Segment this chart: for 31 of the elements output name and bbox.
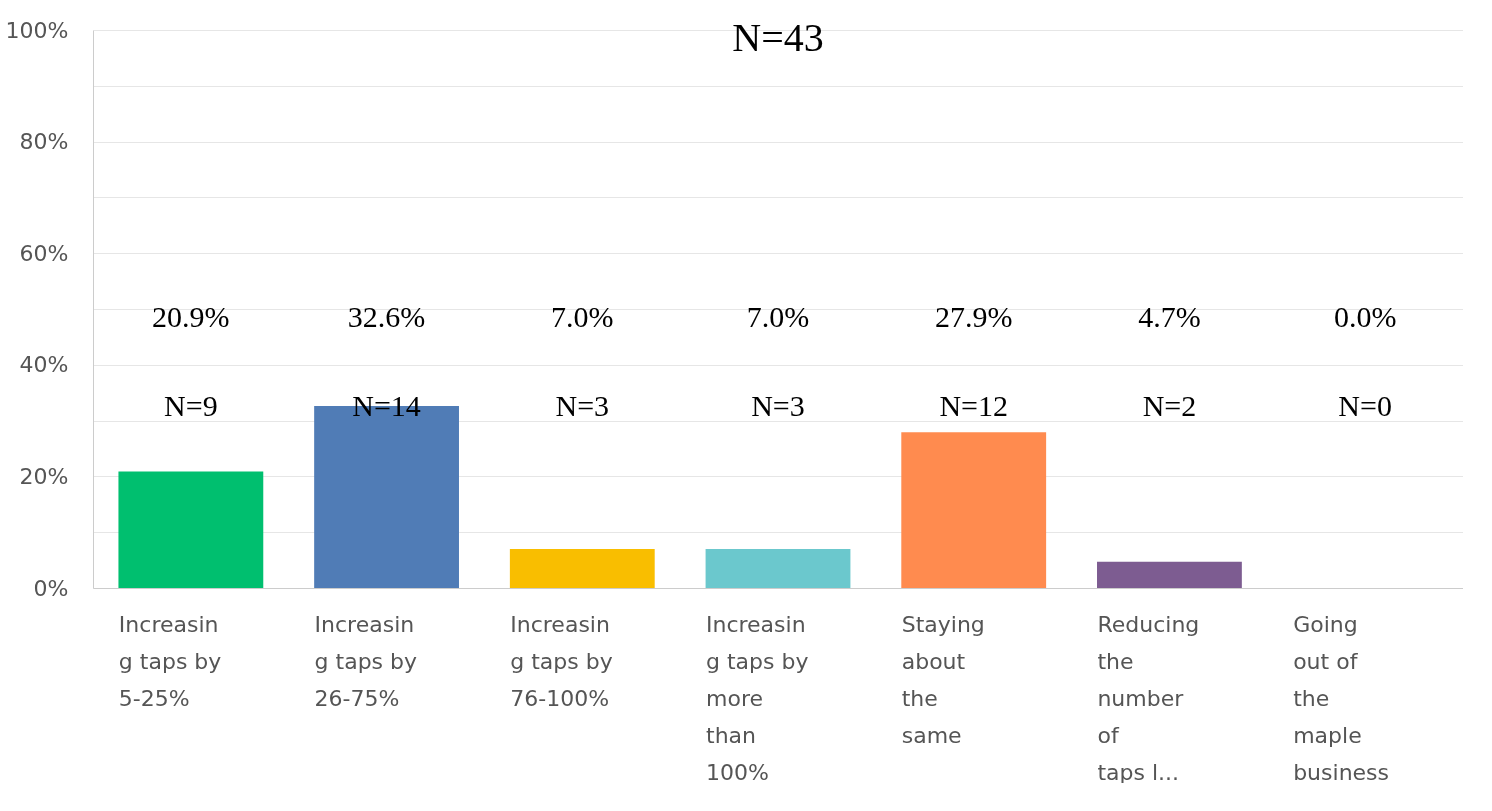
y-tick-label: 40%	[19, 352, 69, 378]
annotation: N=2	[1142, 389, 1197, 422]
annotation: 20.9%	[152, 300, 230, 333]
bar	[509, 548, 655, 588]
x-tick-label: Increasin g taps by 76-100%	[510, 611, 613, 711]
bar	[118, 471, 264, 588]
annotation: N=3	[751, 389, 805, 422]
y-tick-label: 0%	[33, 575, 69, 601]
annotation: 32.6%	[347, 300, 426, 333]
x-tick-label: Staying about the same	[901, 611, 985, 748]
annotation: N=3	[555, 389, 610, 422]
annotation: N=12	[939, 389, 1009, 422]
bar	[901, 432, 1047, 588]
annotation: 4.7%	[1138, 300, 1201, 333]
x-tick-label: Increasin g taps by 26-75%	[314, 611, 418, 711]
annotation: 27.9%	[934, 300, 1013, 333]
annotation: N=9	[164, 389, 218, 422]
x-tick-label: Increasin g taps by more than 100%	[706, 611, 809, 785]
annotation: 0.0%	[1333, 300, 1397, 333]
annotation: 7.0%	[746, 300, 810, 333]
y-tick-label: 60%	[19, 240, 69, 266]
chart-title: N=43	[732, 15, 824, 60]
y-tick-label: 100%	[5, 17, 69, 43]
y-tick-label: 80%	[19, 129, 69, 155]
x-tick-label: Increasin g taps by 5-25%	[118, 611, 222, 711]
bar	[705, 548, 851, 588]
bar	[1097, 561, 1242, 588]
annotation: 7.0%	[551, 300, 614, 333]
x-tick-label: Going out of the maple business	[1293, 611, 1390, 785]
annotation: N=0	[1338, 389, 1392, 422]
y-tick-label: 20%	[19, 463, 69, 489]
